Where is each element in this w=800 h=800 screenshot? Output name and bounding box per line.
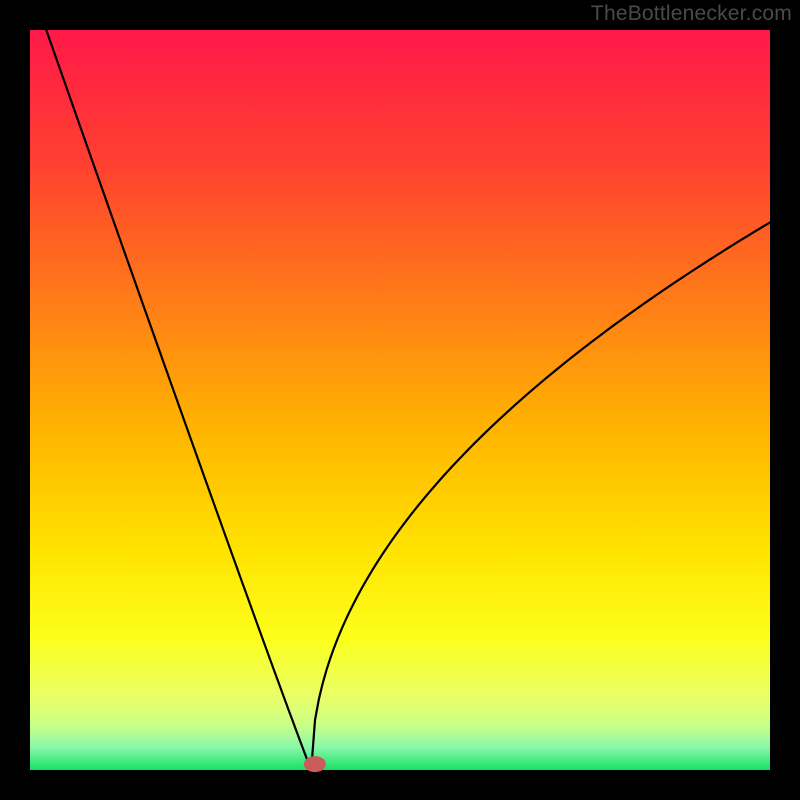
gradient-background — [30, 30, 770, 770]
chart-stage: TheBottlenecker.com — [0, 0, 800, 800]
bottleneck-chart — [0, 0, 800, 800]
watermark-text: TheBottlenecker.com — [591, 2, 792, 26]
bottleneck-marker — [304, 756, 326, 772]
